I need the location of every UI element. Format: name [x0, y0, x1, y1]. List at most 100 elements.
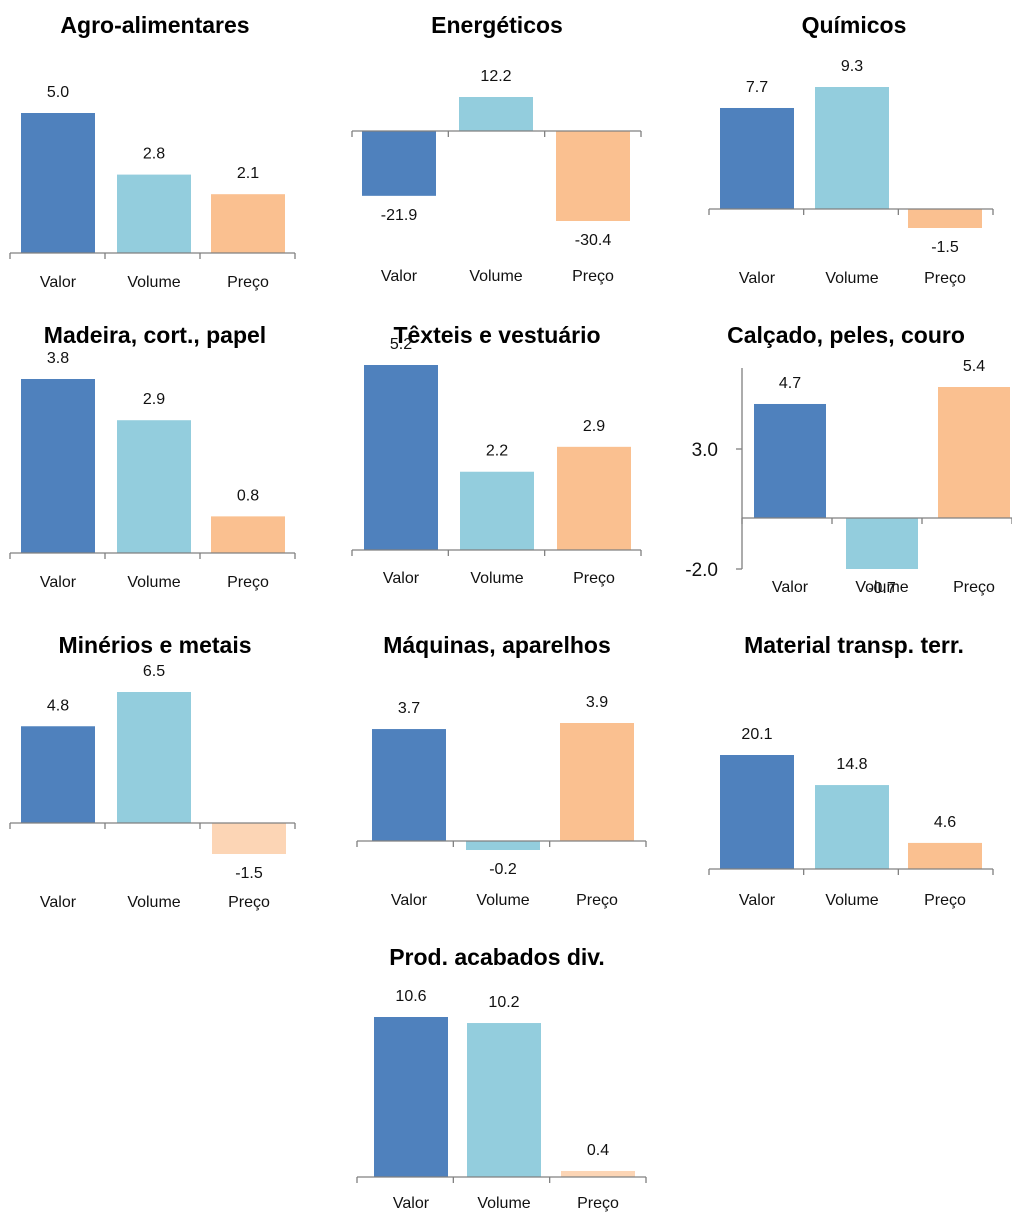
bar-valor — [362, 131, 436, 196]
category-label: Valor — [393, 1195, 430, 1212]
category-label: Preço — [924, 270, 966, 287]
chart-title-texteis-e-vestuario: Têxteis e vestuário — [393, 322, 601, 348]
chart-title-quimicos: Químicos — [801, 12, 907, 38]
data-label: 4.8 — [47, 697, 69, 714]
data-label: -30.4 — [575, 232, 612, 249]
category-label: Valor — [739, 270, 776, 287]
category-label: Valor — [40, 894, 77, 911]
category-label: Valor — [383, 570, 420, 587]
bar-preco — [212, 823, 286, 854]
data-label: 12.2 — [480, 68, 511, 85]
category-label: Volume — [469, 268, 522, 285]
bar-valor — [374, 1017, 448, 1177]
data-label: 2.9 — [143, 391, 165, 408]
bar-preco — [908, 842, 982, 869]
category-label: Preço — [573, 570, 615, 587]
bar-volume — [815, 87, 889, 209]
bar-volume — [466, 841, 540, 850]
category-label: Volume — [825, 270, 878, 287]
bar-valor — [720, 755, 794, 869]
category-label: Preço — [572, 268, 614, 285]
data-label: 6.5 — [143, 663, 165, 680]
y-tick-label: 3.0 — [692, 440, 718, 461]
bar-valor — [754, 403, 826, 518]
category-label: Volume — [127, 274, 180, 291]
data-label: 0.4 — [587, 1142, 609, 1159]
data-label: 9.3 — [841, 58, 863, 75]
data-label: 20.1 — [741, 726, 772, 743]
bar-preco — [561, 1170, 635, 1177]
chart-title-material-transp-terr: Material transp. terr. — [744, 632, 964, 658]
chart-title-prod-acabados-div: Prod. acabados div. — [389, 944, 605, 970]
data-label: 10.6 — [395, 988, 426, 1005]
category-label: Volume — [476, 892, 529, 909]
bar-preco — [938, 387, 1010, 518]
category-label: Volume — [477, 1195, 530, 1212]
category-label: Valor — [381, 268, 418, 285]
data-label: -1.5 — [931, 239, 959, 256]
bar-valor — [21, 113, 95, 253]
data-label: -1.5 — [235, 865, 263, 882]
data-label: 2.9 — [583, 418, 605, 435]
data-label: 2.1 — [237, 165, 259, 182]
bar-preco — [557, 446, 631, 550]
data-label: 2.8 — [143, 146, 165, 163]
chart-title-agro-alimentares: Agro-alimentares — [60, 12, 250, 38]
bar-valor — [21, 726, 95, 823]
data-label: 4.7 — [779, 375, 801, 392]
bar-preco — [908, 209, 982, 228]
data-label: 10.2 — [488, 994, 519, 1011]
data-label: -0.2 — [489, 861, 517, 878]
category-label: Preço — [924, 892, 966, 909]
bar-volume — [460, 471, 534, 550]
bar-volume — [117, 692, 191, 823]
category-label: Volume — [855, 579, 908, 596]
data-label: 2.2 — [486, 443, 508, 460]
category-label: Volume — [127, 894, 180, 911]
data-label: -21.9 — [381, 207, 418, 224]
data-label: 14.8 — [836, 756, 867, 773]
category-label: Valor — [391, 892, 428, 909]
bar-valor — [372, 729, 446, 841]
data-label: 0.8 — [237, 487, 259, 504]
category-label: Volume — [825, 892, 878, 909]
bar-preco — [211, 194, 285, 253]
bar-valor — [720, 107, 794, 209]
bar-volume — [815, 785, 889, 869]
data-label: 3.8 — [47, 350, 69, 367]
chart-title-minerios-e-metais: Minérios e metais — [58, 632, 252, 658]
category-label: Preço — [577, 1195, 619, 1212]
data-label: 3.7 — [398, 700, 420, 717]
data-label: 3.9 — [586, 694, 608, 711]
chart-title-calcado-peles-couro: Calçado, peles, couro — [727, 322, 965, 348]
bar-preco — [556, 131, 630, 221]
bar-volume — [459, 97, 533, 131]
category-label: Preço — [228, 894, 270, 911]
category-label: Valor — [40, 274, 77, 291]
bar-volume — [117, 174, 191, 253]
bar-preco — [211, 516, 285, 553]
category-label: Preço — [227, 274, 269, 291]
category-label: Preço — [576, 892, 618, 909]
category-label: Valor — [772, 579, 809, 596]
y-tick-label: -2.0 — [685, 560, 718, 581]
chart-title-madeira-cort-papel: Madeira, cort., papel — [43, 322, 267, 348]
bar-volume — [846, 518, 918, 569]
data-label: 5.4 — [963, 358, 985, 375]
data-label: 5.0 — [47, 84, 69, 101]
category-label: Preço — [227, 574, 269, 591]
category-label: Preço — [953, 579, 995, 596]
chart-title-energeticos: Energéticos — [431, 12, 563, 38]
category-label: Valor — [739, 892, 776, 909]
bar-valor — [364, 365, 438, 550]
bar-preco — [560, 723, 634, 841]
